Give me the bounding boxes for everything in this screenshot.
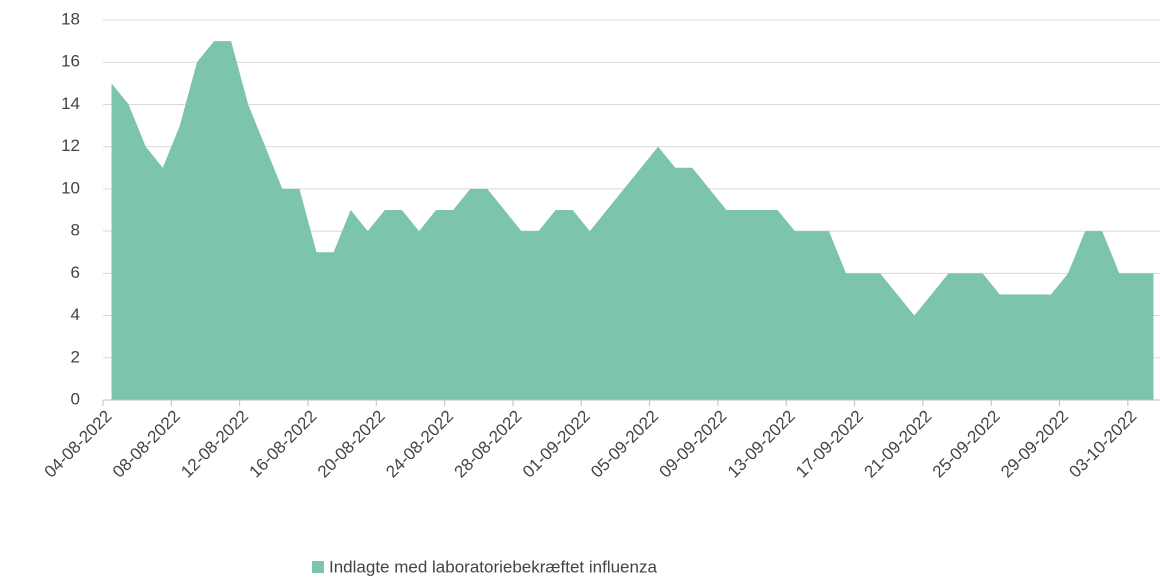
x-tick-label: 08-08-2022 xyxy=(109,407,184,482)
y-tick-label: 10 xyxy=(61,178,80,197)
x-tick-label: 24-08-2022 xyxy=(382,407,457,482)
x-tick-label: 03-10-2022 xyxy=(1065,407,1140,482)
y-tick-label: 18 xyxy=(61,9,80,28)
legend-label: Indlagte med laboratoriebekræftet influe… xyxy=(329,557,657,576)
area xyxy=(111,41,1154,400)
x-tick-label: 09-09-2022 xyxy=(656,407,731,482)
x-tick-label: 16-08-2022 xyxy=(246,407,321,482)
y-tick-label: 6 xyxy=(71,263,80,282)
y-tick-label: 16 xyxy=(61,52,80,71)
x-tick-label: 17-09-2022 xyxy=(792,407,867,482)
y-tick-label: 4 xyxy=(71,305,80,324)
y-tick-label: 2 xyxy=(71,347,80,366)
legend: Indlagte med laboratoriebekræftet influe… xyxy=(312,557,657,576)
x-tick-label: 01-09-2022 xyxy=(519,407,594,482)
y-tick-label: 14 xyxy=(61,94,80,113)
y-tick-label: 12 xyxy=(61,136,80,155)
x-tick-label: 12-08-2022 xyxy=(177,407,252,482)
x-tick-label: 20-08-2022 xyxy=(314,407,389,482)
x-tick-label: 28-08-2022 xyxy=(451,407,526,482)
y-tick-label: 8 xyxy=(71,221,80,240)
x-tick-label: 05-09-2022 xyxy=(587,407,662,482)
x-tick-label: 29-09-2022 xyxy=(997,407,1072,482)
x-tick-label: 21-09-2022 xyxy=(860,407,935,482)
x-tick-label: 25-09-2022 xyxy=(929,407,1004,482)
x-tick-label: 13-09-2022 xyxy=(724,407,799,482)
legend-swatch xyxy=(312,561,324,573)
y-tick-label: 0 xyxy=(71,389,80,408)
x-tick-label: 04-08-2022 xyxy=(41,407,116,482)
